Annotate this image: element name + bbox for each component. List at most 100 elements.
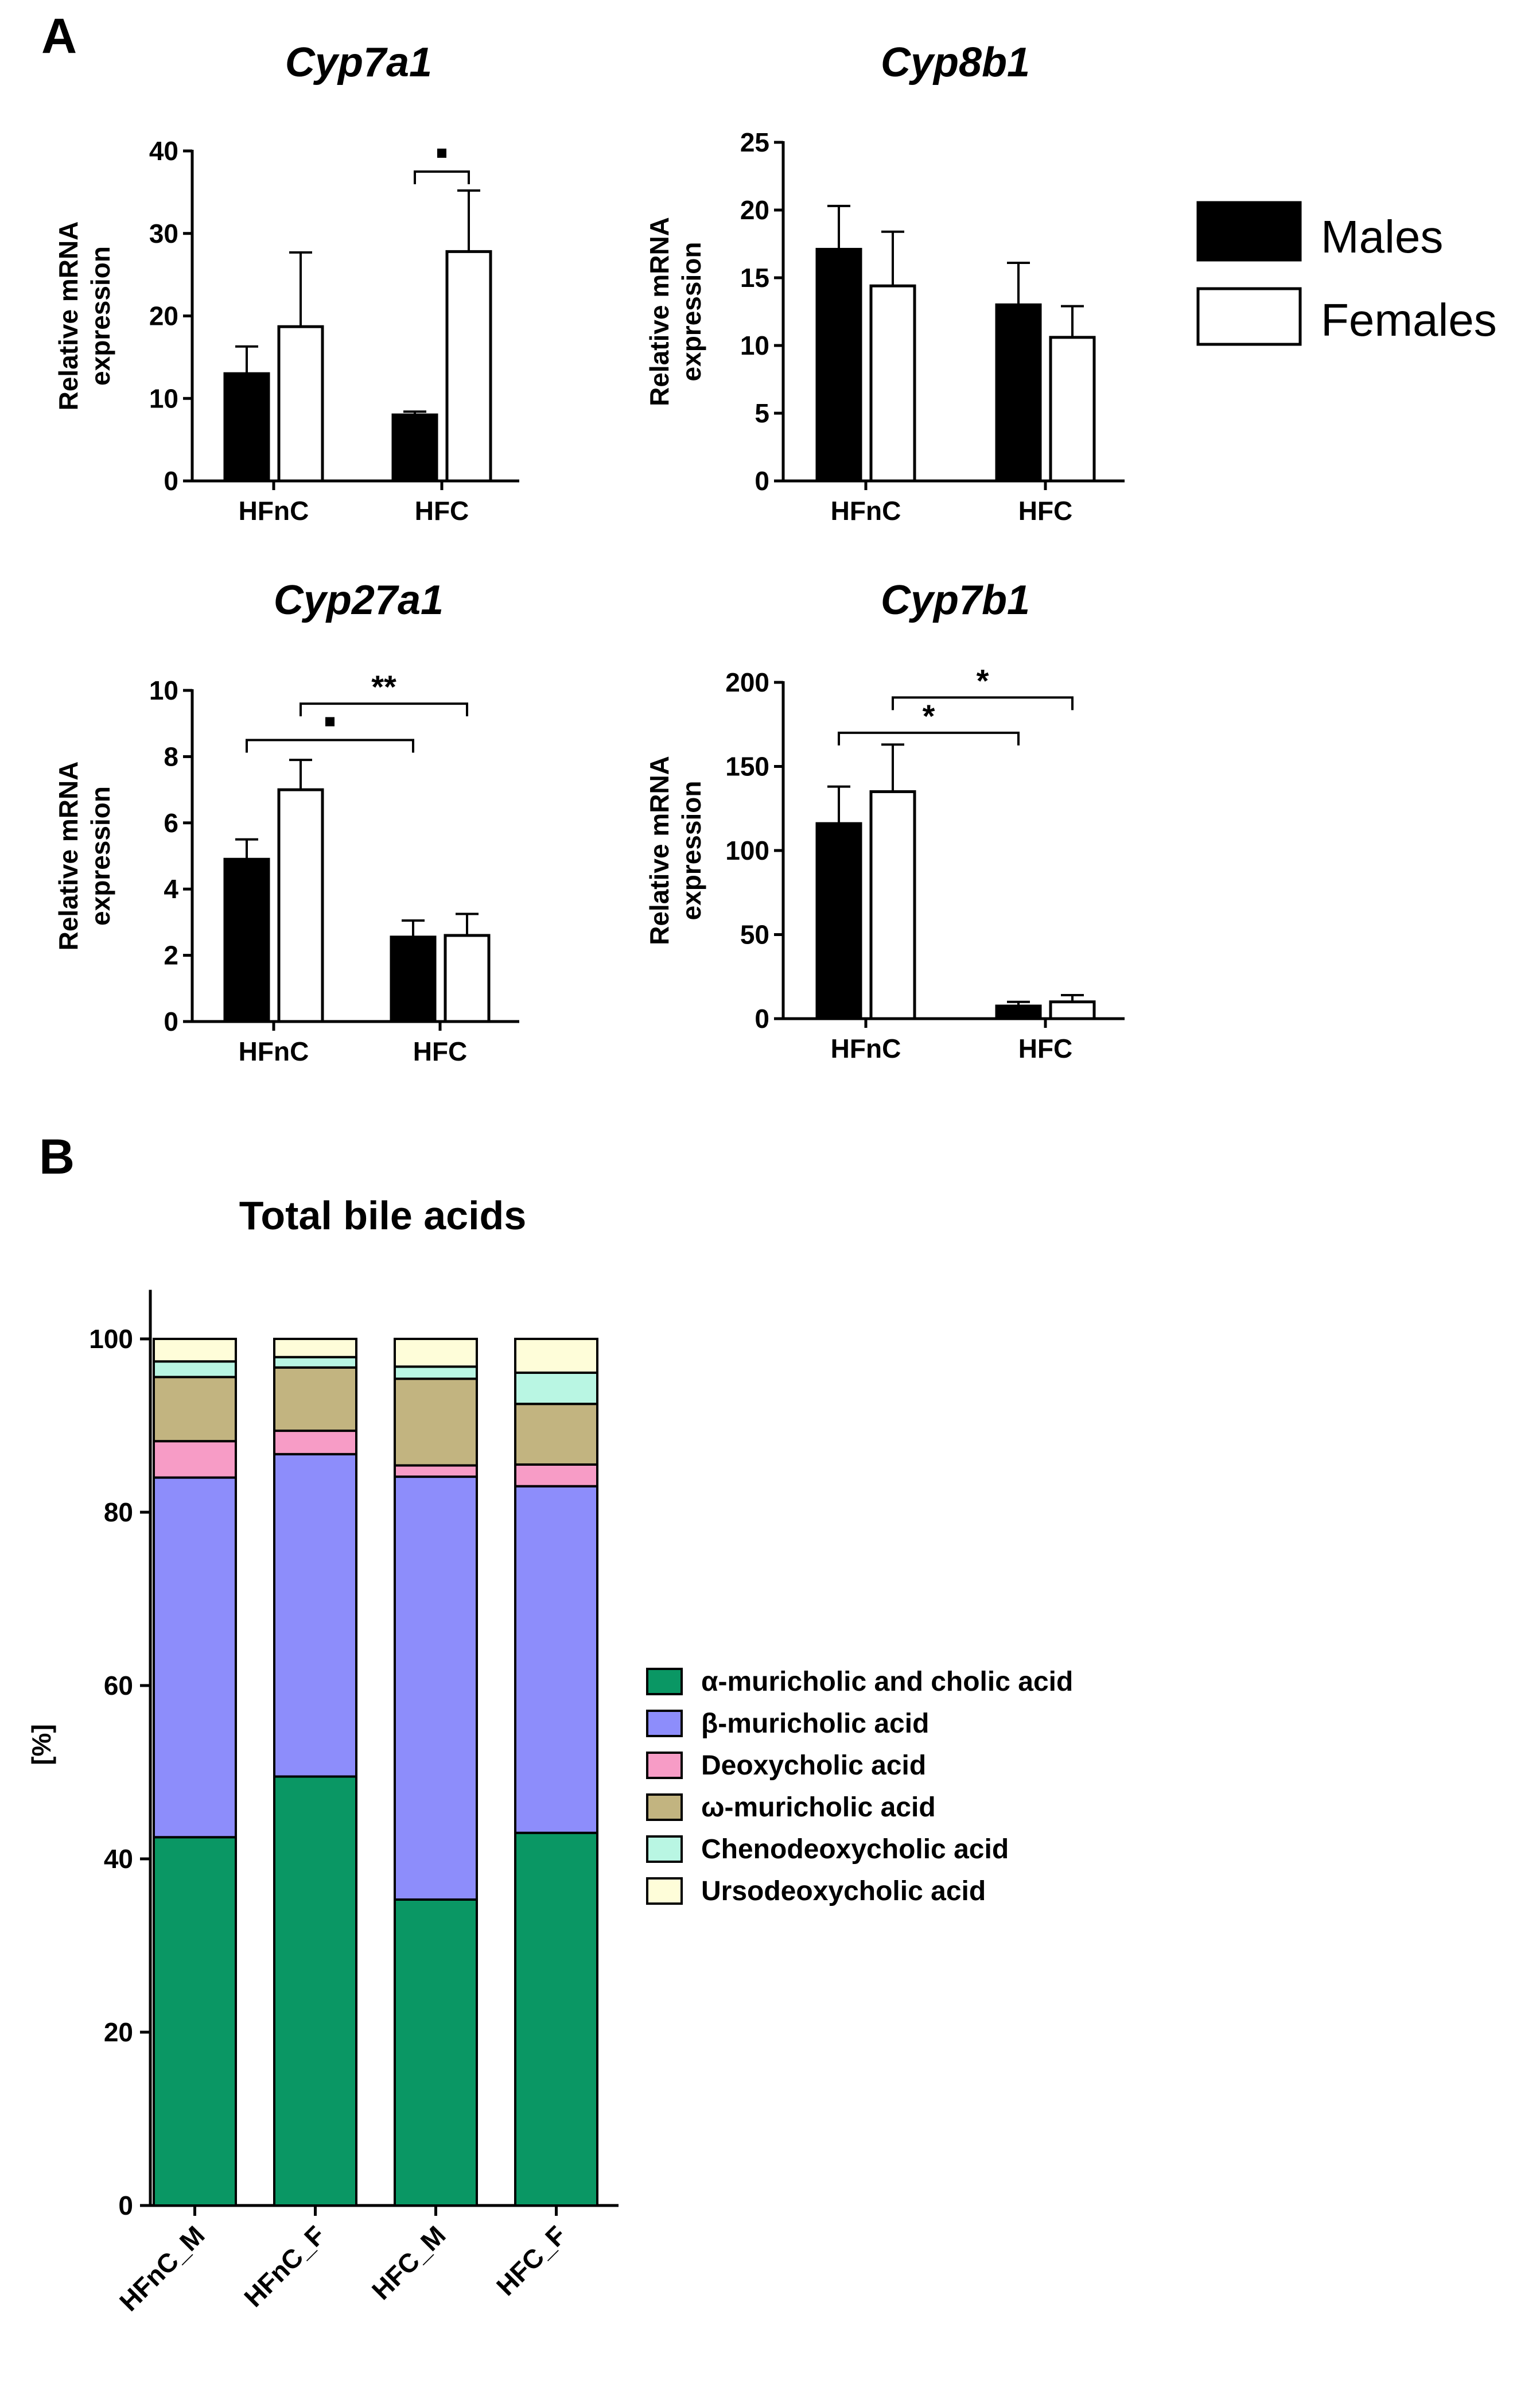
y-tick-label: 25 xyxy=(740,127,769,157)
legend-swatch-ursodeoxycholic-acid xyxy=(646,1877,683,1905)
segment-hfc-m-chenodeoxycholic-acid xyxy=(394,1365,478,1380)
legend-males-label: Males xyxy=(1321,211,1443,262)
bar-hfc-males xyxy=(995,303,1042,483)
legend-label-chenodeoxycholic-acid: Chenodeoxycholic acid xyxy=(701,1834,1009,1865)
y-tick-label: 100 xyxy=(89,1324,133,1354)
y-tick-label: 20 xyxy=(740,195,769,225)
x-tick-label: HFnC_M xyxy=(114,2220,211,2317)
bar-hfnc-males xyxy=(223,372,270,483)
chart-title: Cyp27a1 xyxy=(274,577,444,623)
chart-title: Cyp8b1 xyxy=(881,40,1030,86)
legend-swatch-muricholic-acid xyxy=(646,1710,683,1737)
segment-hfnc-f-deoxycholic-acid xyxy=(273,1430,357,1455)
y-tick-label: 40 xyxy=(104,1844,133,1874)
bar-hfc-males xyxy=(995,1004,1042,1020)
segment-hfnc-f-ursodeoxycholic-acid xyxy=(273,1338,357,1358)
legend-swatch-deoxycholic-acid xyxy=(646,1752,683,1779)
segment-hfnc-f-muricholic-and-cholic-acid xyxy=(273,1775,357,2207)
significance-bracket xyxy=(300,702,468,717)
y-axis-label: Relative mRNAexpression xyxy=(644,217,706,406)
segment-hfc-f-muricholic-acid xyxy=(514,1403,598,1466)
segment-hfc-f-muricholic-and-cholic-acid xyxy=(514,1831,598,2207)
y-axis-label-line: Relative mRNA xyxy=(644,217,674,406)
x-tick-label: HFC xyxy=(413,1036,468,1066)
significance-marker xyxy=(437,148,446,158)
legend-label-muricholic-and-cholic-acid: α-muricholic and cholic acid xyxy=(701,1667,1073,1697)
legend-males-swatch xyxy=(1196,201,1302,262)
significance-label: * xyxy=(977,662,989,698)
y-tick-label: 0 xyxy=(164,1007,178,1036)
significance-marker xyxy=(325,717,335,727)
x-tick-label: HFnC xyxy=(239,496,309,526)
y-axis-label-line: Relative mRNA xyxy=(644,756,674,945)
segment-hfc-f-chenodeoxycholic-acid xyxy=(514,1371,598,1405)
bar-hfc-males xyxy=(391,413,438,483)
significance-bracket xyxy=(414,170,470,184)
y-tick-label: 2 xyxy=(164,941,178,970)
y-tick-label: 30 xyxy=(149,219,178,248)
cyp7a1-chart: Cyp7a1 0 10 20 30 40 Relative mRNAexpression HF… xyxy=(53,40,519,526)
y-tick-label: 6 xyxy=(164,808,178,838)
y-tick-label: 100 xyxy=(725,836,769,865)
x-tick-label: HFnC_F xyxy=(238,2220,330,2312)
bar-hfc-females xyxy=(445,250,492,483)
legend-label-muricholic-acid: ω-muricholic acid xyxy=(701,1792,936,1823)
legend-swatch-chenodeoxycholic-acid xyxy=(646,1835,683,1863)
y-tick-label: 5 xyxy=(755,398,769,428)
significance-bracket xyxy=(838,731,1020,745)
y-tick-label: 15 xyxy=(740,263,769,293)
y-tick-label: 150 xyxy=(725,752,769,782)
legend-swatch-muricholic-and-cholic-acid xyxy=(646,1668,683,1695)
chart-title: Cyp7b1 xyxy=(881,577,1030,623)
bar-hfnc-females xyxy=(277,788,324,1023)
legend-label-deoxycholic-acid: Deoxycholic acid xyxy=(701,1750,926,1781)
x-tick-label: HFnC xyxy=(831,496,901,526)
segment-hfc-f-deoxycholic-acid xyxy=(514,1463,598,1488)
y-tick-label: 0 xyxy=(118,2191,133,2220)
x-tick-label: HFnC xyxy=(831,1034,901,1063)
segment-hfc-m-muricholic-and-cholic-acid xyxy=(394,1898,478,2207)
y-axis-label-line: Relative mRNA xyxy=(53,762,83,951)
significance-label: * xyxy=(923,698,935,734)
bar-hfnc-males xyxy=(223,857,270,1023)
significance-bracket xyxy=(892,696,1074,710)
bar-hfnc-females xyxy=(869,790,916,1020)
y-axis-label-line: expression xyxy=(85,246,115,386)
legend-females-label: Females xyxy=(1321,294,1497,345)
segment-hfc-f-ursodeoxycholic-acid xyxy=(514,1338,598,1374)
legend-females-swatch xyxy=(1196,287,1302,346)
legend-label-ursodeoxycholic-acid: Ursodeoxycholic acid xyxy=(701,1876,986,1906)
chart-title: Cyp7a1 xyxy=(285,40,432,86)
y-axis-label: Relative mRNAexpression xyxy=(53,762,115,951)
x-tick-label: HFC_M xyxy=(366,2220,452,2305)
segment-hfnc-m-muricholic-acid xyxy=(153,1476,237,1839)
x-tick-label: HFC xyxy=(415,496,469,526)
y-axis-label: Relative mRNAexpression xyxy=(644,756,706,945)
segment-hfc-f-muricholic-acid xyxy=(514,1485,598,1834)
bile-acid-legend: α-muricholic and cholic acid β-muricholic… xyxy=(646,1667,1073,1906)
bar-hfc-males xyxy=(390,935,437,1023)
bar-hfc-females xyxy=(444,934,491,1023)
segment-hfc-m-ursodeoxycholic-acid xyxy=(394,1338,478,1368)
y-tick-label: 0 xyxy=(164,466,178,496)
segment-hfnc-m-muricholic-acid xyxy=(153,1376,237,1443)
chart-title: Total bile acids xyxy=(239,1193,527,1238)
segment-hfc-m-deoxycholic-acid xyxy=(394,1464,478,1478)
bar-hfc-females xyxy=(1049,336,1096,483)
y-axis-label-line: expression xyxy=(676,242,706,382)
significance-bracket xyxy=(246,739,414,753)
y-axis-label: Relative mRNAexpression xyxy=(53,222,115,411)
sex-legend: Males Females xyxy=(1196,201,1497,346)
segment-hfnc-m-muricholic-and-cholic-acid xyxy=(153,1836,237,2207)
y-axis-label-line: expression xyxy=(85,786,115,926)
cyp7b1-chart: Cyp7b1 0 50 100 150 200 Relative mRNAexpressio… xyxy=(644,577,1125,1063)
legend-swatch-muricholic-acid xyxy=(646,1793,683,1821)
y-tick-label: 4 xyxy=(164,874,178,904)
legend-label-muricholic-acid: β-muricholic acid xyxy=(701,1708,929,1739)
x-tick-label: HFC_F xyxy=(491,2220,572,2301)
panel-label-b: B xyxy=(39,1129,75,1185)
y-tick-label: 200 xyxy=(725,667,769,697)
bar-hfnc-females xyxy=(869,284,916,483)
total-bile-acids-chart: Total bile acids 0 20 40 60 80 100 [%] HFnC_M HFn… xyxy=(26,1193,619,2317)
